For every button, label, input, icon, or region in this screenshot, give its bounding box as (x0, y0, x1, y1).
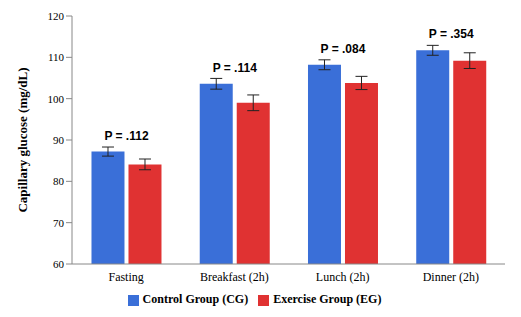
svg-text:P = .112: P = .112 (104, 129, 148, 143)
svg-text:100: 100 (48, 93, 65, 105)
svg-text:Breakfast (2h): Breakfast (2h) (200, 270, 269, 284)
svg-text:P = .084: P = .084 (321, 42, 366, 56)
svg-text:120: 120 (48, 10, 65, 22)
html-text:Exercise Group (EG): Exercise Group (EG) (273, 292, 382, 306)
svg-text:Dinner (2h): Dinner (2h) (423, 270, 479, 284)
svg-text:90: 90 (53, 134, 65, 146)
svg-text:Fasting: Fasting (108, 270, 143, 284)
svg-text:70: 70 (53, 217, 65, 229)
svg-text:Capillary glucose (mg/dL): Capillary glucose (mg/dL) (15, 67, 30, 212)
html-text:Control Group (CG): Control Group (CG) (142, 292, 249, 306)
svg-text:P = .354: P = .354 (429, 27, 474, 41)
svg-text:Lunch (2h): Lunch (2h) (316, 270, 370, 284)
svg-text:P = .114: P = .114 (213, 61, 257, 75)
svg-text:110: 110 (48, 51, 65, 63)
svg-text:80: 80 (53, 175, 65, 187)
svg-text:60: 60 (53, 258, 65, 270)
